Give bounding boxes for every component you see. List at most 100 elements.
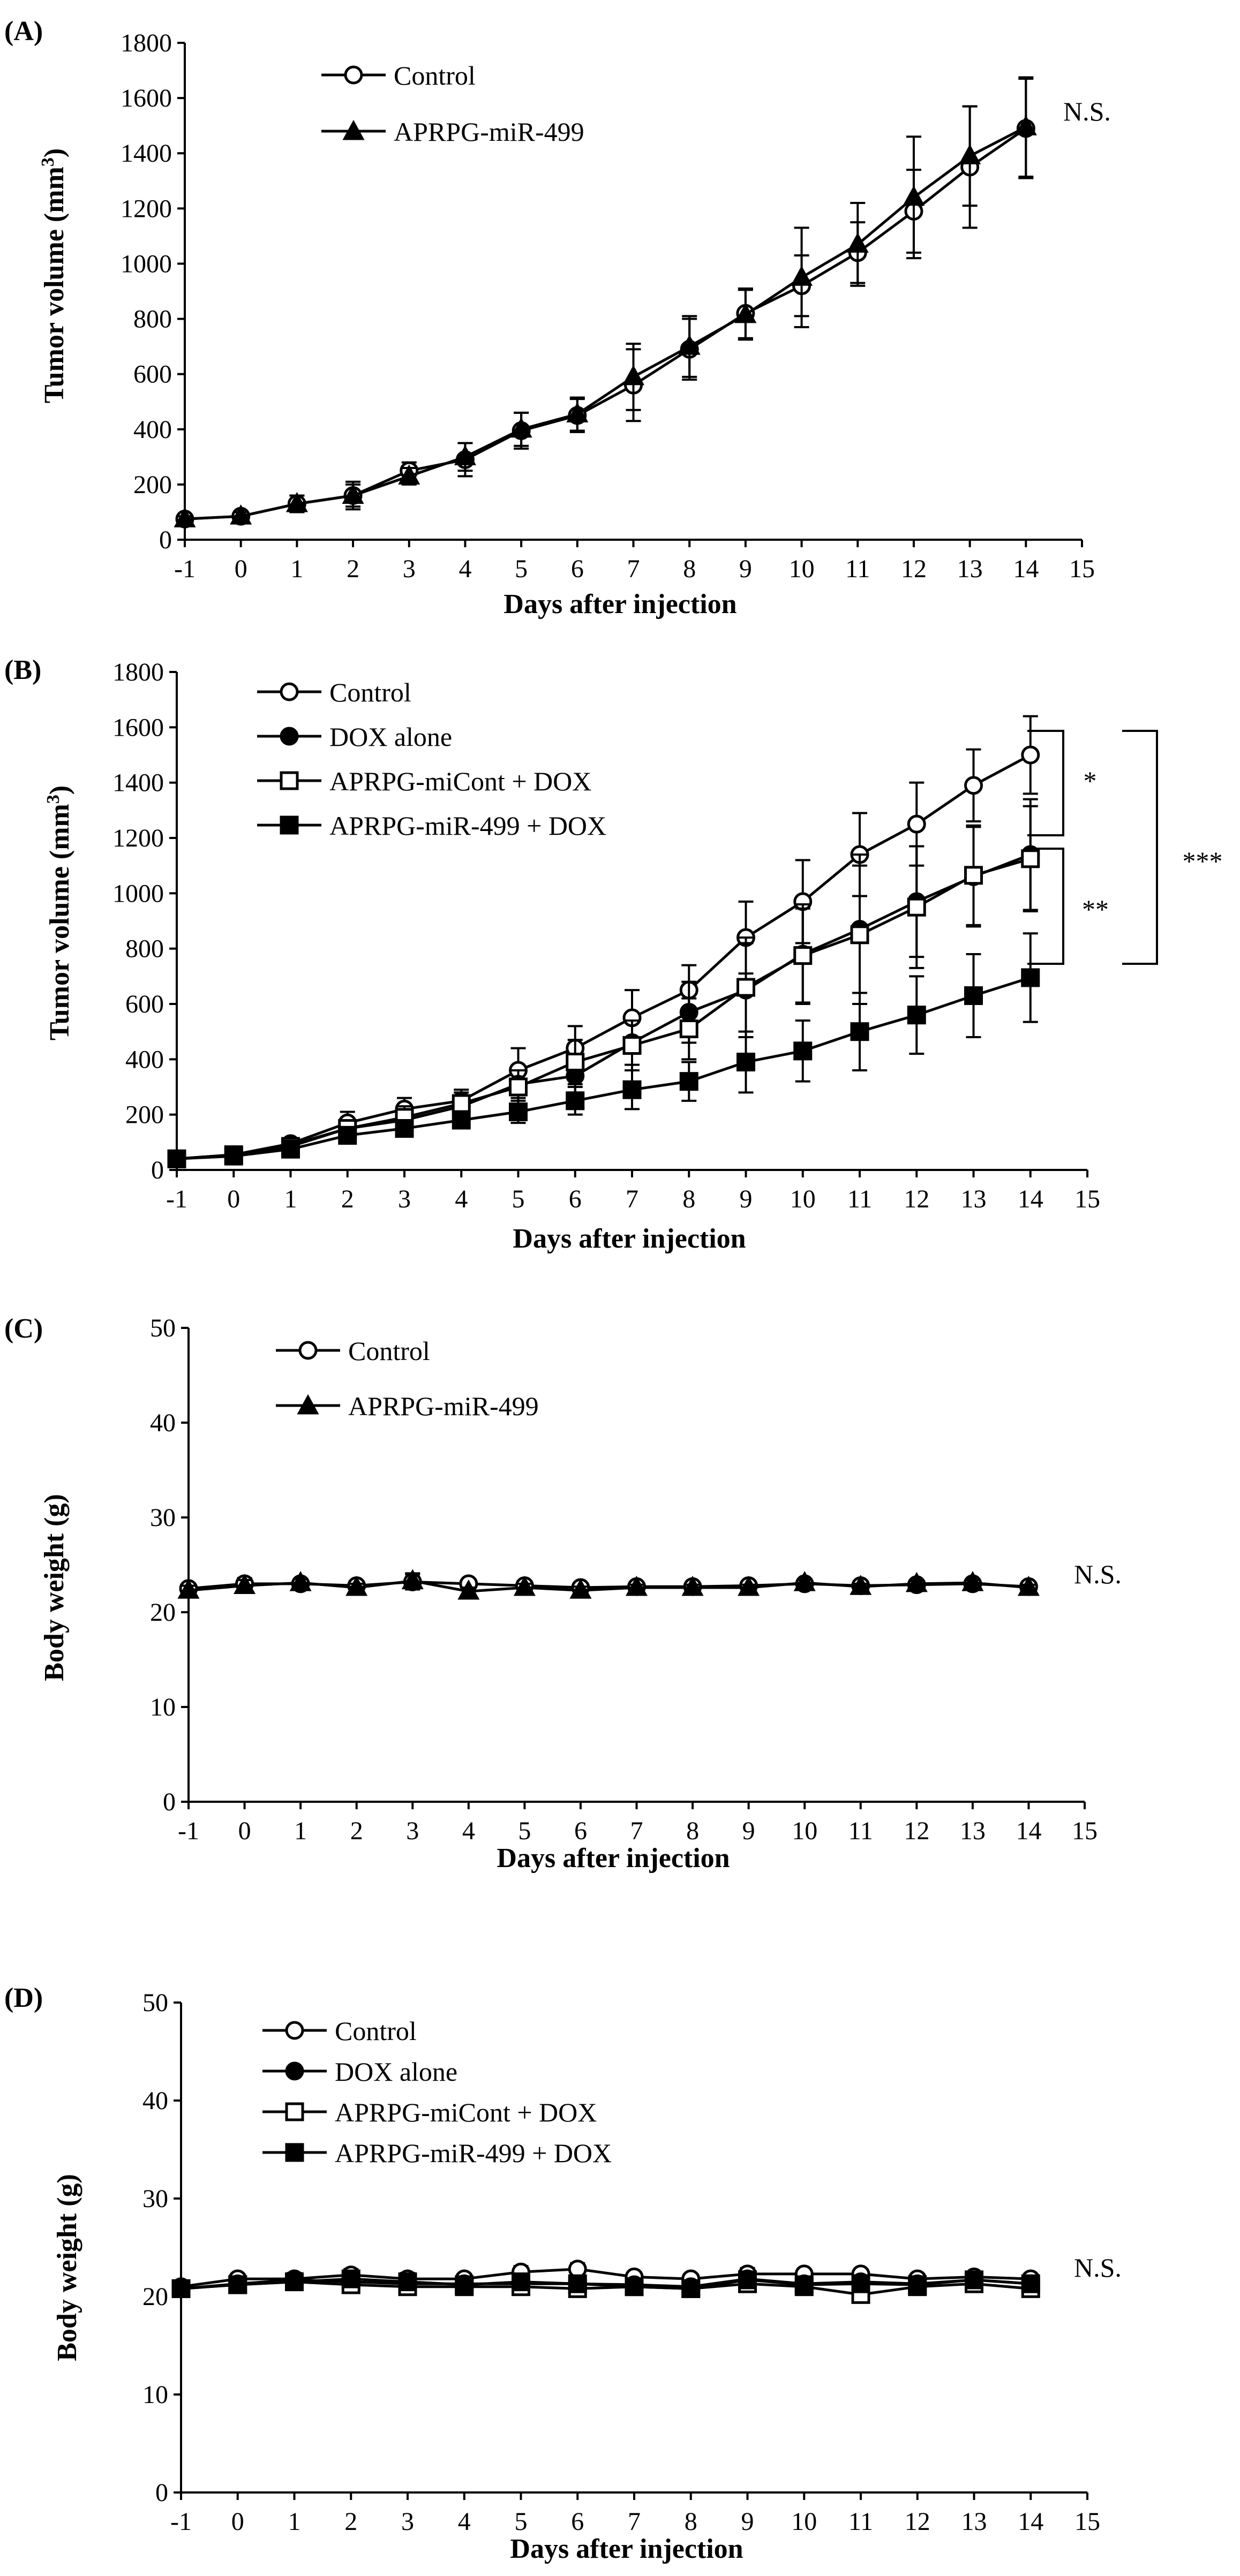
legend-label: DOX alone [329,722,452,752]
panel-d: (D) Body weight (g) Days after injection… [4,1983,1122,2564]
data-point [679,1019,698,1038]
x-tick-label: 14 [1016,1817,1041,1845]
legend-item-dox-alone: DOX alone [257,722,452,752]
x-axis-title: Days after injection [503,589,737,620]
legend: Control APRPG-miR-499 [276,1336,539,1421]
data-point [167,1149,186,1168]
legend-marker-filled-triangle [342,119,365,140]
x-tick-label: 4 [458,2507,471,2536]
y-axis-title: Body weight (g) [39,1494,70,1681]
y-tick-label: 10 [142,2381,168,2409]
x-tick-label: 15 [1069,555,1095,583]
legend-item-aprpg-mir-499: APRPG-miR-499 [276,1391,539,1421]
series-line [176,853,1031,1160]
y-tick-label: 1000 [121,250,172,278]
series-line [181,2277,1031,2290]
x-tick-label: 7 [627,555,640,583]
data-point [681,2279,701,2298]
y-tick-label: 600 [125,990,164,1018]
data-point [341,2269,360,2288]
y-tick-label: 20 [142,2283,168,2311]
y-tick-label: 1400 [112,769,164,797]
data-point [959,144,981,164]
legend-marker-open-circle [280,682,299,701]
y-tick-label: 600 [133,360,172,389]
y-tick-label: 1600 [112,713,164,742]
data-point [679,1072,698,1091]
x-tick-label: 2 [344,2507,357,2536]
panel-c: (C) Body weight (g) Days after injection… [4,1313,1122,1874]
x-tick-label: 11 [847,1185,872,1213]
x-tick-label: 1 [294,1817,307,1845]
x-tick-label: 15 [1074,1185,1100,1213]
series-dox-alone [167,798,1040,1168]
y-tick-label: 30 [142,2185,168,2213]
x-tick-label: 1 [284,1185,297,1213]
x-tick-label: 10 [790,1185,816,1213]
y-tick-label: 1800 [121,29,172,57]
x-tick-label: 2 [347,555,359,583]
y-axis-title-text: Body weight (g) [52,2174,82,2361]
x-tick-label: 12 [905,2507,930,2536]
bracket-control-vs-dox [1027,730,1064,836]
panel-label: (C) [4,1313,43,1344]
data-point [738,1575,760,1596]
x-tick-label: 3 [398,1185,411,1213]
x-tick-label: 15 [1072,1817,1098,1845]
svg-text:Tumor volume (mm3): Tumor volume (mm3) [43,785,75,1040]
legend: Control APRPG-miR-499 [321,61,584,147]
data-point [338,1125,357,1145]
data-point [171,2279,191,2298]
data-point [678,334,701,355]
x-tick-label: 1 [288,2507,301,2536]
y-tick-label: 50 [150,1314,176,1342]
significance-star-2: ** [1082,894,1109,924]
series-aprpg-mir-499 [177,1569,1040,1600]
y-axis-title-text: Tumor volume (mm [39,167,70,403]
data-point [566,1091,585,1111]
y-axis-title-superscript: 3 [38,157,58,167]
legend-item-aprpg-mir-499-dox: APRPG-miR-499 + DOX [257,811,606,841]
x-tick-label: 5 [515,2507,528,2536]
legend-marker-open-circle [285,2021,304,2040]
data-point [961,1570,984,1591]
x-tick-label: 6 [571,2507,584,2536]
x-tick-label: 7 [630,1817,643,1845]
data-point [622,1036,642,1055]
x-tick-label: -1 [174,555,196,583]
data-point [285,2272,304,2292]
data-point [1017,1575,1040,1596]
data-point [734,303,757,323]
x-tick-label: 2 [350,1817,363,1845]
data-point [281,1139,300,1159]
data-point [907,814,926,834]
panel-label: (A) [4,16,43,47]
significance-brackets: * ** *** [1027,730,1223,965]
legend-item-control: Control [276,1336,430,1366]
x-tick-label: 12 [904,1817,929,1845]
y-axis-title-close: ) [44,785,75,795]
data-point [850,925,869,945]
x-axis-title: Days after injection [513,1223,746,1254]
legend-item-aprpg-micont-dox: APRPG-miCont + DOX [262,2097,597,2127]
data-point [1021,849,1040,868]
series-line [176,753,1031,1160]
data-point [791,266,813,286]
legend-item-aprpg-micont-dox: APRPG-miCont + DOX [257,766,591,796]
data-point [793,1570,816,1591]
x-tick-label: 4 [462,1817,475,1845]
x-tick-label: 6 [574,1817,587,1845]
data-point [903,185,925,206]
series-control [167,715,1040,1168]
data-point [850,1022,869,1041]
data-point [622,365,645,386]
x-tick-label: 2 [341,1185,354,1213]
legend-label: APRPG-miR-499 [348,1391,539,1421]
y-axis-title-close: ) [39,148,70,157]
data-point [345,1575,368,1596]
y-axis-title: Tumor volume (mm3) [43,785,75,1040]
panel-a: (A) Tumor volume (mm3) Days after inject… [4,16,1111,620]
x-axis-title: Days after injection [497,1843,730,1874]
